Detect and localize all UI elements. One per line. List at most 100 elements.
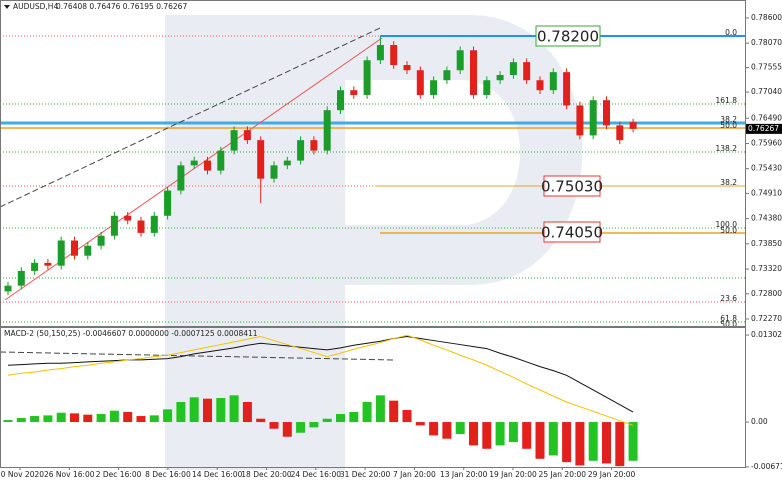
candle-body: [496, 74, 504, 81]
histogram-bar: [109, 410, 119, 423]
histogram-bar: [602, 422, 611, 464]
candle-body: [44, 262, 52, 266]
candle-body: [350, 90, 358, 95]
histogram-bar: [229, 395, 239, 423]
histogram-bar: [495, 422, 505, 446]
symbol: AUDUSD,H4: [13, 2, 58, 11]
histogram-bar: [588, 422, 598, 461]
annotation: 0.75030: [541, 178, 603, 196]
fib-label: 161.8: [716, 96, 738, 105]
candle-body: [323, 110, 331, 151]
candle-body: [84, 245, 92, 256]
menu-arrow[interactable]: [4, 5, 10, 9]
histogram-bar: [628, 422, 638, 461]
histogram-bar: [309, 422, 319, 428]
histogram-bar: [535, 422, 545, 459]
candle-body: [150, 215, 158, 233]
fib-label: 138.2: [716, 144, 738, 153]
histogram-bar: [389, 400, 399, 423]
candle-body: [164, 190, 172, 216]
current-price: 0.76267: [748, 124, 779, 133]
annotation-boxes: 0.78200 0.75030 0.74050: [535, 25, 603, 243]
candle-body: [589, 100, 597, 136]
fib-label: 50.0: [720, 226, 737, 235]
y-tick-label: 0.75430: [751, 164, 782, 173]
ohlc-header: 0.76408 0.76476 0.76195 0.76267: [56, 2, 187, 11]
fib-label: 38.2: [720, 178, 737, 187]
histogram-bar: [3, 420, 13, 423]
histogram-bar: [522, 422, 532, 449]
candle-body: [456, 50, 464, 71]
histogram-bar: [362, 402, 372, 423]
fib-label: 38.2: [720, 115, 737, 124]
fib-label: 23.6: [720, 294, 737, 303]
annotation: 0.74050: [541, 224, 603, 242]
y-tick-label: 0.74380: [751, 214, 782, 223]
candle-body: [403, 65, 411, 71]
x-tick-label: 24 Dec 16:00: [291, 470, 342, 479]
histogram-bar: [269, 422, 279, 429]
candle-body: [283, 160, 291, 166]
y-tick-label: 0.76490: [751, 113, 782, 122]
histogram-bar: [322, 418, 332, 423]
candle-body: [257, 140, 265, 179]
candle-body: [124, 215, 132, 221]
histogram-bar: [56, 412, 66, 423]
y-tick-label: 0.72800: [751, 289, 782, 298]
histogram-bar: [43, 415, 53, 423]
histogram-bar: [256, 418, 266, 423]
histogram-bar: [96, 414, 106, 423]
candle-body: [137, 220, 145, 233]
y-tick-label: 0.78600: [751, 13, 782, 22]
histogram-bar: [189, 397, 199, 423]
histogram-bar: [83, 414, 93, 423]
macd-pane: [0, 327, 746, 468]
candle-body: [483, 80, 491, 95]
fib-label: 50.0: [720, 320, 737, 329]
candle-body: [549, 72, 557, 91]
x-tick-label: 25 Jan 20:00: [539, 470, 587, 479]
candle-body: [629, 122, 637, 129]
candle-body: [190, 160, 198, 166]
candle-body: [337, 90, 344, 111]
histogram-bar: [402, 410, 412, 423]
trend-line: [0, 351, 396, 361]
candle-body: [270, 165, 278, 179]
marks: 0.78600 0.78070 0.77555 0.77040 0.76490 0.759…: [0, 13, 782, 479]
candle-body: [17, 270, 25, 286]
candle-body: [376, 45, 384, 61]
histogram-bar: [296, 422, 306, 433]
candle-body: [97, 235, 105, 246]
y-tick-label: 0.77555: [751, 63, 782, 72]
histogram-bar: [203, 398, 212, 423]
annotation: 0.78200: [537, 28, 599, 46]
histogram-bar: [349, 412, 359, 423]
x-tick-label: 19 Jan 20:00: [489, 470, 537, 479]
candle-body: [523, 62, 531, 81]
macd-title: MACD-2 (50,150,25) -0.0046607 0.0000000 …: [4, 329, 258, 338]
candle-body: [230, 130, 238, 151]
candle-body: [603, 100, 610, 126]
candle-body: [243, 130, 251, 141]
price-tag: [745, 123, 782, 134]
fib-label: 50.0: [720, 121, 737, 130]
trend-line: [4, 37, 383, 301]
candle-body: [416, 70, 424, 95]
histogram-bar: [548, 422, 558, 456]
histogram-bar: [216, 398, 226, 423]
y-tick-label: -0.006718: [751, 462, 782, 471]
fib-label: 61.8: [720, 314, 737, 323]
histogram-bar: [442, 422, 452, 439]
histogram-bar: [30, 416, 40, 423]
candle-body: [71, 240, 78, 256]
histogram-bar: [176, 402, 186, 423]
histogram-bar: [16, 418, 26, 423]
histogram-bar: [508, 422, 518, 443]
x-tick-label: 8 Dec 16:00: [145, 470, 191, 479]
y-tick-label: 0.73320: [751, 264, 782, 273]
candle-body: [363, 60, 371, 95]
histogram-bar: [282, 422, 292, 437]
y-tick-label: 0.0130275: [751, 330, 782, 339]
candle-body: [563, 72, 571, 106]
